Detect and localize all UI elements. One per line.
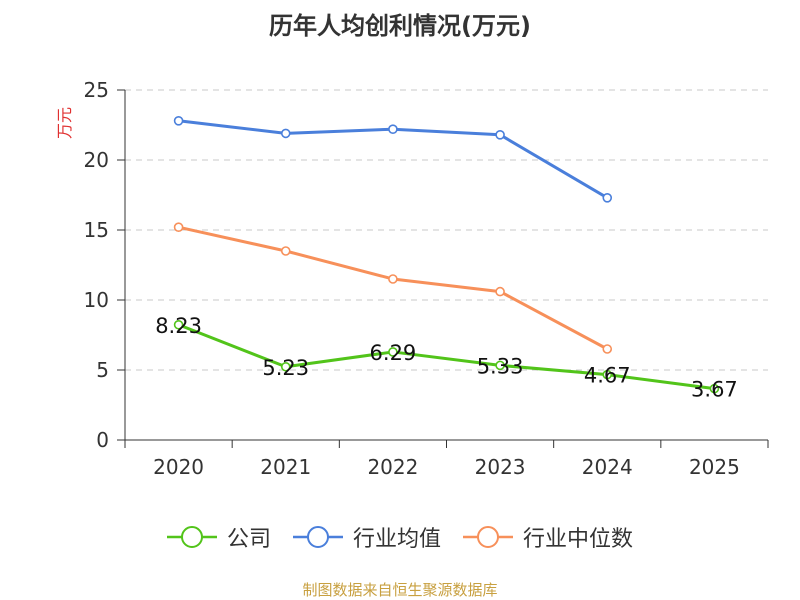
chart-title: 历年人均创利情况(万元) — [269, 12, 531, 40]
data-labels: 8.23 5.23 6.29 5.33 4.67 3.67 — [155, 314, 738, 402]
data-label: 6.29 — [370, 341, 417, 365]
x-tick-label: 2021 — [260, 455, 311, 479]
data-label: 3.67 — [691, 378, 738, 402]
x-tick-label: 2020 — [153, 455, 204, 479]
legend-label: 行业中位数 — [523, 527, 634, 552]
data-point — [388, 274, 398, 284]
data-point — [602, 193, 613, 203]
data-point — [280, 361, 291, 372]
legend: 公司 行业均值 行业中位数 — [0, 519, 800, 555]
data-point — [495, 286, 505, 297]
grid-lines — [125, 89, 768, 371]
data-point — [280, 128, 291, 139]
x-tick-label: 2022 — [367, 455, 418, 479]
y-axis-label: 万元 — [55, 107, 74, 139]
legend-swatch — [463, 526, 513, 548]
y-tick-label: 15 — [84, 218, 109, 242]
series-lines — [173, 116, 720, 394]
data-point — [602, 369, 613, 380]
data-point — [602, 344, 613, 354]
legend-item[interactable]: 行业均值 — [292, 521, 441, 553]
legend-label: 公司 — [226, 527, 271, 552]
y-tick-label: 10 — [84, 288, 109, 312]
x-tick-label: 2025 — [689, 455, 740, 479]
legend-item[interactable]: 公司 — [166, 521, 271, 553]
data-label: 8.23 — [155, 314, 202, 338]
data-point — [495, 130, 505, 140]
data-point — [173, 116, 184, 126]
data-point — [709, 383, 720, 394]
data-label: 4.67 — [584, 364, 631, 388]
data-point — [173, 319, 184, 330]
series-line-2 — [178, 225, 608, 351]
data-point — [173, 222, 184, 232]
source-note: 制图数据来自恒生聚源数据库 — [302, 581, 498, 599]
y-tick-label: 0 — [96, 428, 109, 452]
legend-swatch — [166, 526, 217, 548]
x-tick-label: 2024 — [582, 455, 633, 479]
data-point — [280, 246, 291, 256]
legend-swatch — [292, 526, 343, 548]
data-label: 5.23 — [262, 356, 309, 380]
legend-label: 行业均值 — [352, 527, 441, 552]
y-tick-label: 20 — [84, 148, 109, 172]
data-point — [388, 124, 398, 134]
legend-item[interactable]: 行业中位数 — [463, 521, 633, 553]
data-point — [388, 347, 398, 357]
data-point — [495, 360, 505, 371]
y-tick-label: 25 — [84, 78, 109, 102]
series-line-0 — [178, 323, 715, 391]
data-label: 5.33 — [477, 354, 524, 378]
y-tick-label: 5 — [96, 358, 109, 382]
x-tick-label: 2023 — [475, 455, 526, 479]
